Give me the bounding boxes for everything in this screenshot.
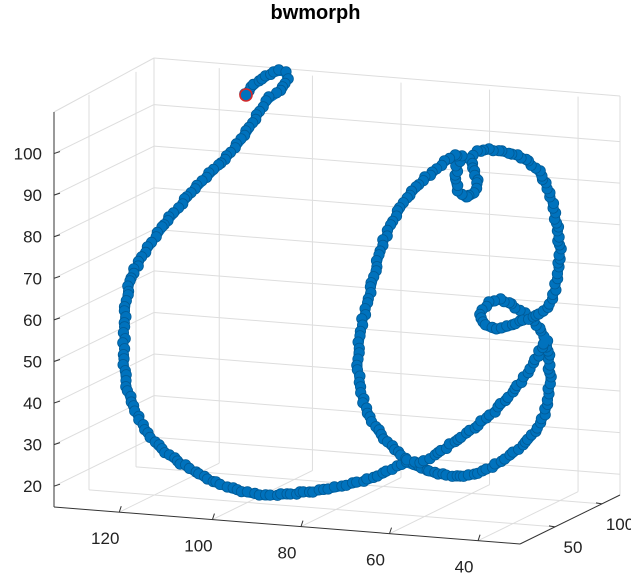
z-tick-mark — [53, 442, 61, 446]
x-axis-line — [53, 506, 521, 545]
gridline-z-left — [53, 187, 155, 238]
z-tick-label: 40 — [23, 394, 42, 413]
box-edge-back-top — [153, 57, 621, 97]
z-tick-label: 60 — [23, 311, 42, 330]
grid — [53, 57, 621, 542]
z-tick-label: 80 — [23, 228, 42, 247]
start-marker — [239, 88, 253, 102]
x-tick-mark — [118, 506, 122, 513]
x-tick-mark — [389, 527, 392, 534]
gridline-x-floor — [119, 462, 220, 513]
z-tick-label: 90 — [23, 186, 42, 205]
z-tick-label: 70 — [23, 269, 42, 288]
y-tick-label: 100 — [606, 515, 631, 534]
z-tick-label: 30 — [23, 436, 42, 455]
z-tick-label: 20 — [23, 477, 42, 496]
z-tick-mark — [53, 275, 61, 279]
gridline-x-floor — [477, 491, 579, 542]
x-tick-label: 40 — [455, 558, 474, 574]
x-tick-label: 60 — [366, 551, 385, 570]
box-edge-left-top — [53, 57, 155, 113]
gridline-z-left — [53, 270, 155, 321]
y-axis-line — [519, 494, 621, 545]
series-point — [540, 334, 552, 346]
z-tick-mark — [53, 483, 61, 487]
gridline-z-left — [53, 145, 155, 196]
z-tick-label: 50 — [23, 352, 42, 371]
x-tick-label: 100 — [184, 537, 212, 556]
tick-labels: 20 30 40 50 60 70 80 90 100 120 100 80 60 40 50 100 — [14, 145, 631, 574]
gridline-z-back — [153, 270, 621, 309]
y-tick-mark — [595, 502, 603, 505]
x-tick-label: 120 — [91, 529, 119, 548]
x-tick-label: 80 — [278, 544, 297, 563]
gridline-z-back — [153, 353, 621, 392]
gridline-x-floor — [300, 477, 402, 528]
z-tick-label: 100 — [14, 145, 42, 164]
x-tick-mark — [300, 520, 304, 527]
chart-title: bwmorph — [270, 2, 361, 24]
z-tick-mark — [53, 317, 61, 321]
gridline-z-left — [53, 353, 155, 404]
axes — [53, 112, 621, 545]
gridline-z-back — [153, 104, 621, 143]
x-tick-mark — [211, 513, 215, 520]
gridline-y-floor — [88, 489, 556, 528]
gridline-x-floor — [389, 484, 490, 535]
z-tick-mark — [53, 151, 61, 155]
y-tick-mark — [548, 525, 556, 528]
gridline-z-left — [53, 228, 155, 279]
gridline-z-back — [153, 187, 621, 226]
gridline-y-floor — [135, 466, 603, 505]
z-tick-mark — [53, 234, 61, 238]
series-path — [119, 66, 565, 501]
gridline-z-left — [53, 436, 155, 487]
z-tick-mark — [53, 400, 61, 404]
z-tick-mark — [53, 358, 61, 362]
z-tick-mark — [53, 192, 61, 196]
series-layer — [117, 64, 567, 501]
gridline-z-left — [53, 104, 155, 155]
gridline-z-left — [53, 312, 155, 362]
x-tick-mark — [477, 534, 481, 541]
y-tick-label: 50 — [564, 538, 583, 557]
gridline-z-back — [153, 436, 621, 475]
